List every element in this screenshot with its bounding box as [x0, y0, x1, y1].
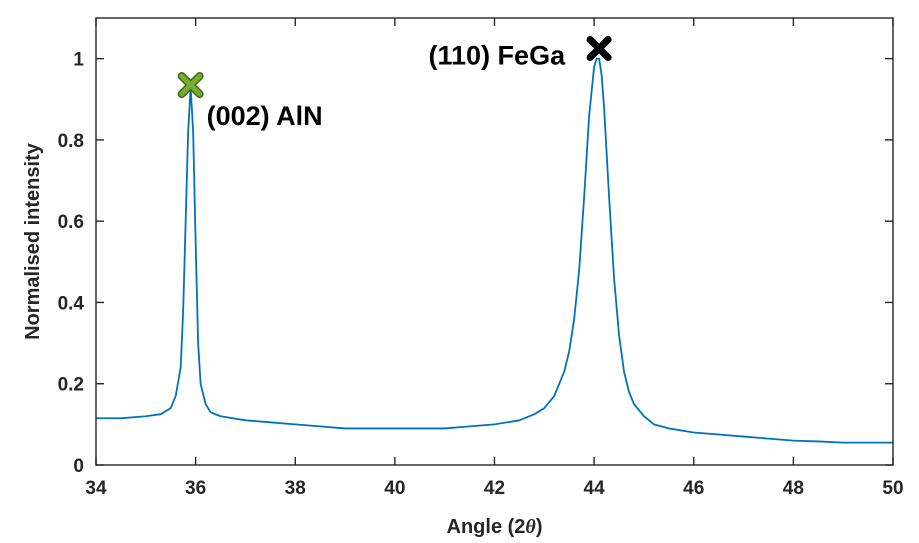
x-axis-title: Angle (2θ)	[447, 516, 543, 538]
x-tick-label: 46	[683, 478, 704, 499]
aln-peak-label: (002) AlN	[207, 101, 323, 131]
series-line	[96, 57, 893, 444]
y-tick-label: 0.2	[58, 375, 84, 396]
plot-frame	[95, 17, 894, 466]
y-tick-label: 0.6	[58, 212, 84, 233]
aln-peak-marker	[177, 72, 204, 99]
x-tick-label: 48	[783, 478, 804, 499]
y-tick-label: 0.4	[58, 293, 85, 314]
axes-layer: 34 36 38 40 42 44 46 48 50 0 0.2 0.4 0.6 0.8 1	[58, 17, 904, 499]
x-tick-label: 34	[85, 478, 107, 499]
x-tick-label: 38	[285, 478, 306, 499]
x-axis-title-suffix: )	[536, 516, 543, 538]
x-axis-title-prefix: Angle (2	[447, 516, 526, 538]
x-axis-title-symbol: θ	[525, 516, 536, 538]
y-tick-label: 0.8	[58, 131, 84, 152]
data-layer	[96, 57, 893, 444]
x-tick-label: 44	[584, 478, 606, 499]
y-axis-title: Normalised intensity	[22, 142, 44, 340]
fega-peak-marker	[586, 35, 612, 61]
y-tick-label: 0	[73, 456, 84, 477]
x-tick-label: 40	[384, 478, 405, 499]
x-tick-label: 50	[882, 478, 903, 499]
y-tick-label: 1	[73, 50, 84, 71]
fega-peak-label: (110) FeGa	[429, 40, 567, 70]
annotation-layer: (002) AlN (110) FeGa	[177, 35, 612, 131]
x-tick-label: 36	[185, 478, 206, 499]
x-tick-label: 42	[484, 478, 505, 499]
